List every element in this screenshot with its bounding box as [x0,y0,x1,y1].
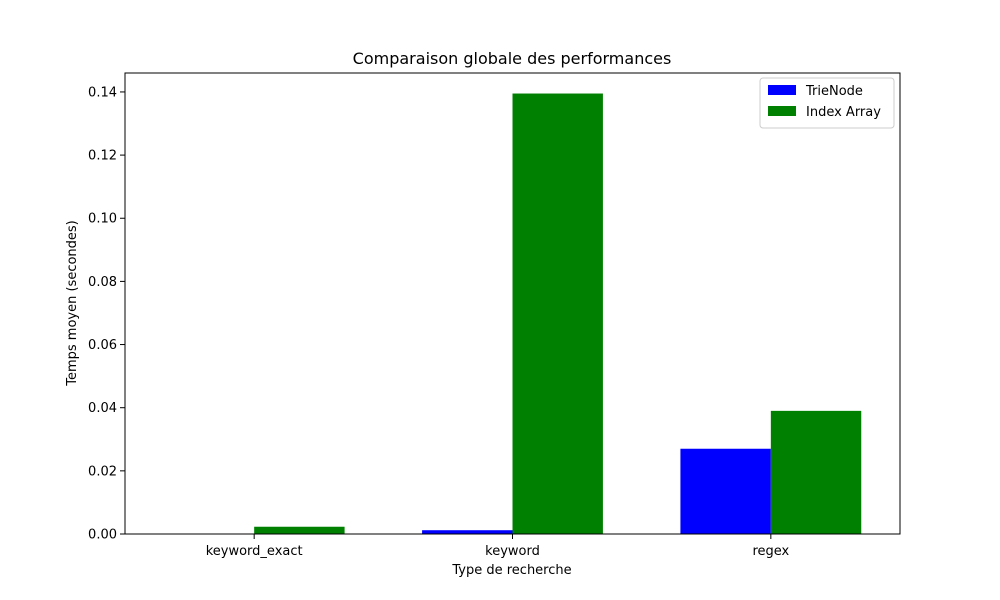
y-tick-label: 0.00 [88,528,117,543]
y-tick-label: 0.14 [88,85,117,100]
y-tick-label: 0.08 [88,275,117,290]
bar-index-array-regex [770,410,862,534]
y-axis-ticks: 0.00 0.02 0.04 0.06 0.08 0.10 0.12 0.14 [88,85,125,543]
chart-title: Comparaison globale des performances [353,49,672,68]
bar-trienode-regex [680,448,771,534]
x-tick-label: keyword_exact [206,544,303,559]
bar-index-array-keyword [512,93,603,534]
y-tick-label: 0.04 [88,401,117,416]
x-tick-label: regex [752,544,789,559]
y-tick-label: 0.02 [88,464,117,479]
y-axis-title: Temps moyen (secondes) [65,220,80,387]
bars-group [254,93,862,534]
legend: TrieNode Index Array [759,77,895,129]
y-tick-label: 0.10 [88,212,117,227]
legend-swatch-index-array [768,106,796,116]
legend-swatch-trienode [768,85,796,95]
x-tick-label: keyword [485,544,540,559]
y-tick-label: 0.06 [88,338,117,353]
bar-trienode-keyword [422,530,513,534]
x-axis-ticks: keyword_exact keyword regex [206,534,790,559]
bar-index-array-keyword-exact [254,526,345,534]
x-axis-title: Type de recherche [451,563,571,578]
y-tick-label: 0.12 [88,149,117,164]
legend-label-trienode: TrieNode [805,84,863,99]
legend-label-index-array: Index Array [806,105,881,120]
